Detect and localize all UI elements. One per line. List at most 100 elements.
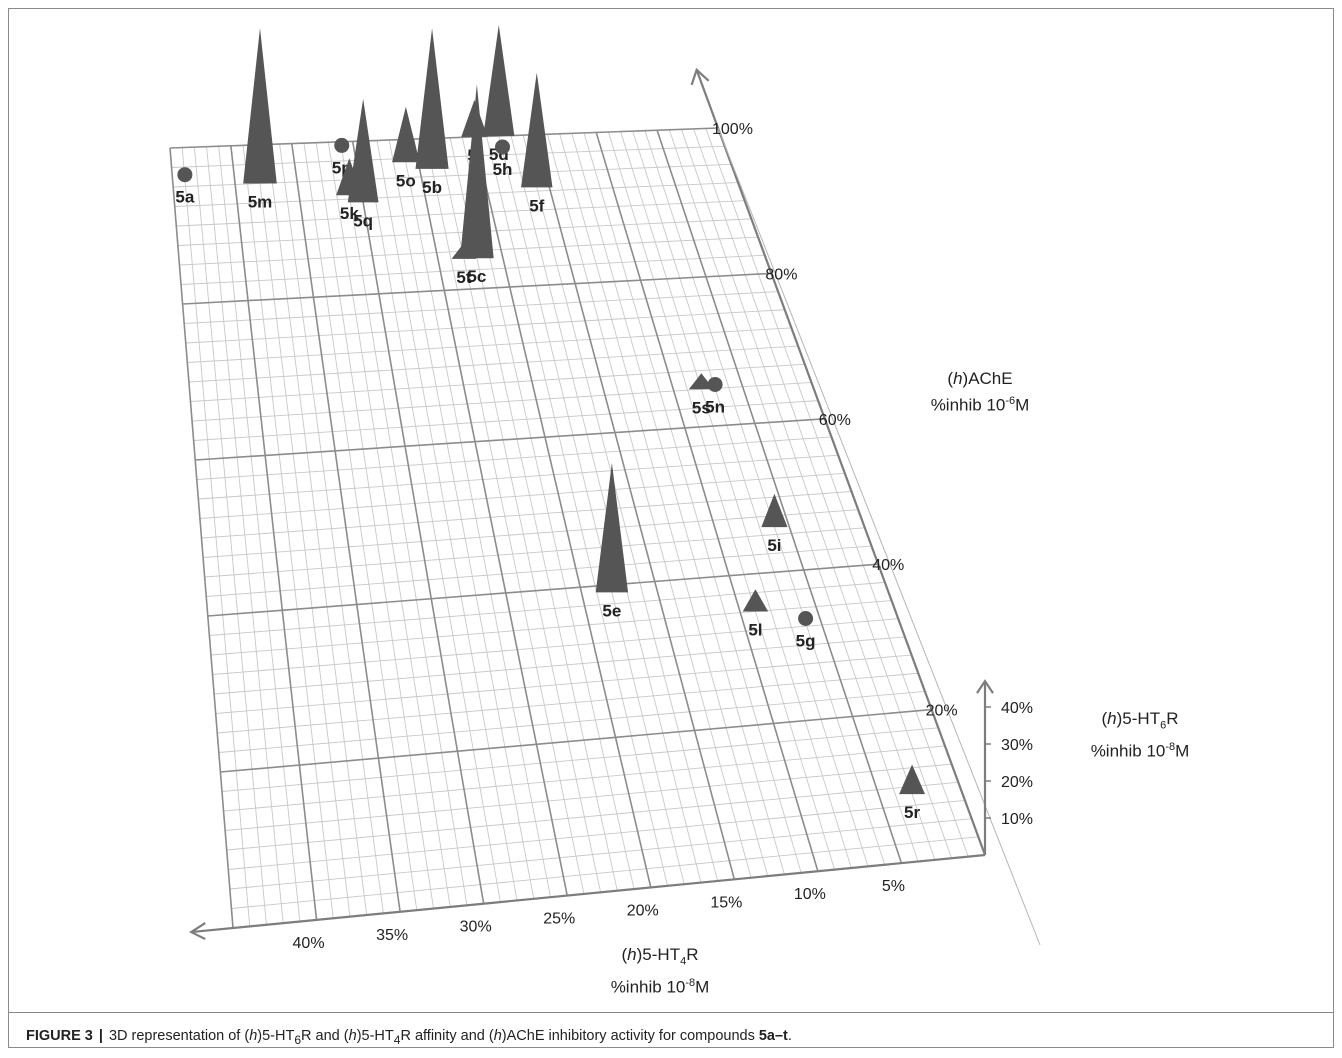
- data-point-5b: 5b: [415, 28, 449, 197]
- grid-line-ache: [203, 509, 859, 558]
- data-marks: 5j5d5p5h5o5a5b5m5k5f5q5c5t5s5n5i5e5l5g5r: [175, 25, 926, 822]
- grid-line-ache: [184, 291, 779, 324]
- data-point-5f: 5f: [521, 72, 553, 215]
- triangle-marker: [392, 106, 420, 163]
- grid-line-ache: [195, 418, 825, 461]
- grid-line-ache: [226, 781, 959, 851]
- ht4-tick-label: 40%: [293, 935, 325, 952]
- grid-line-ache: [181, 254, 765, 285]
- point-label: 5c: [467, 267, 486, 286]
- circle-marker: [334, 137, 350, 153]
- point-label: 5f: [529, 196, 544, 215]
- point-label: 5l: [748, 620, 762, 639]
- grid-line-ache: [217, 672, 919, 734]
- tick-labels: 40% 35% 30% 25% 20% 15% 10% 5% 20% 40% 60% 80% 100% 1…: [293, 121, 1033, 952]
- ht6-tick-label: 40%: [1001, 700, 1033, 717]
- axes: [189, 67, 1041, 946]
- circle-marker: [707, 376, 723, 392]
- data-point-5i: 5i: [761, 493, 788, 555]
- ache-tick-label: 40%: [872, 557, 904, 574]
- triangle-marker: [451, 242, 477, 259]
- point-label: 5m: [248, 192, 273, 211]
- point-label: 5t: [456, 268, 471, 287]
- grid-line-ache: [174, 182, 739, 207]
- grid-line-ht4: [534, 134, 736, 880]
- ache-axis-line: [695, 69, 987, 856]
- grid-line-ache: [187, 327, 792, 363]
- ache-axis-arrow: [690, 67, 710, 86]
- grid-line-ht4: [473, 136, 652, 888]
- point-label: 5r: [904, 803, 920, 822]
- point-label: 5n: [705, 397, 725, 416]
- triangle-marker: [761, 493, 788, 528]
- grid-line-ht4: [169, 147, 234, 929]
- data-point-5e: 5e: [595, 462, 629, 620]
- ht4-axis-arrow: [189, 922, 206, 941]
- point-label: 5a: [175, 188, 194, 207]
- data-point-5c: 5c: [460, 84, 494, 286]
- grid-minor-lines: [171, 128, 979, 927]
- triangle-marker: [521, 72, 553, 188]
- ht4-axis-line: [191, 853, 986, 934]
- ht4-tick-label: 25%: [543, 911, 575, 928]
- grid-line-ache: [229, 818, 972, 890]
- ht6-tick-label: 20%: [1001, 774, 1033, 791]
- figure-separator: |: [98, 1028, 103, 1044]
- data-point-5m: 5m: [243, 28, 277, 211]
- grid-line-ache: [214, 636, 905, 695]
- ht4-tick-label: 10%: [794, 886, 826, 903]
- grid-line-ht4: [595, 132, 819, 872]
- ht6-tick-label: 30%: [1001, 737, 1033, 754]
- data-point-5t: 5t: [451, 242, 477, 287]
- figure-caption: FIGURE 3 | 3D representation of (h)5-HT6R …: [26, 1028, 792, 1047]
- depth-guide-line: [717, 127, 1041, 946]
- caption-divider: [9, 1012, 1333, 1013]
- grid-line-ache: [218, 690, 925, 753]
- data-point-5o: 5o: [392, 106, 420, 190]
- figure-label: FIGURE 3: [26, 1028, 93, 1044]
- triangle-marker: [415, 28, 449, 169]
- point-label: 5o: [396, 171, 416, 190]
- grid-line-ht4: [351, 141, 485, 904]
- ht4-tick-label: 5%: [882, 878, 905, 895]
- grid-line-ht4: [290, 143, 401, 912]
- ache-tick-label: 80%: [765, 266, 797, 283]
- point-label: 5k: [340, 204, 359, 223]
- ht4-tick-label: 20%: [627, 902, 659, 919]
- grid-line-ache: [215, 654, 912, 714]
- ht4-tick-label: 15%: [710, 894, 742, 911]
- triangle-marker: [595, 462, 629, 593]
- grid-line-ht4: [412, 138, 569, 896]
- data-point-5s: 5s: [688, 373, 714, 417]
- point-label: 5e: [602, 601, 621, 620]
- grid-line-ache: [220, 708, 932, 773]
- point-label: 5h: [493, 160, 513, 179]
- triangle-marker: [460, 84, 494, 259]
- grid-line-ache: [221, 727, 939, 792]
- data-point-5a: 5a: [175, 167, 195, 207]
- triangle-marker: [899, 764, 926, 795]
- figure-frame: [8, 8, 1334, 1048]
- ache-axis-title: (h)AChE %inhib 10-6M: [930, 369, 1030, 415]
- triangle-marker: [688, 373, 714, 390]
- grid-line-ache: [199, 472, 845, 519]
- data-point-5n: 5n: [705, 376, 725, 416]
- data-point-5l: 5l: [742, 589, 769, 639]
- chart-3d-plot: 40% 35% 30% 25% 20% 15% 10% 5% 20% 40% 60% 80% 100% 1…: [169, 25, 1041, 952]
- ht4-tick-label: 35%: [376, 927, 408, 944]
- grid-line-ache: [176, 200, 745, 227]
- grid-line-ht4: [656, 129, 903, 864]
- data-point-5r: 5r: [899, 764, 926, 822]
- grid-line-ache: [185, 309, 785, 344]
- grid-line-ache: [210, 600, 892, 656]
- grid-line-ache: [204, 527, 865, 578]
- grid-line-ache: [209, 581, 885, 636]
- triangle-marker: [347, 98, 379, 203]
- ache-tick-label: 60%: [819, 412, 851, 429]
- triangle-marker: [742, 589, 769, 612]
- grid-line-ache: [196, 436, 832, 480]
- triangle-marker: [483, 25, 515, 136]
- circle-marker: [495, 139, 511, 155]
- grid-line-ache: [190, 363, 805, 402]
